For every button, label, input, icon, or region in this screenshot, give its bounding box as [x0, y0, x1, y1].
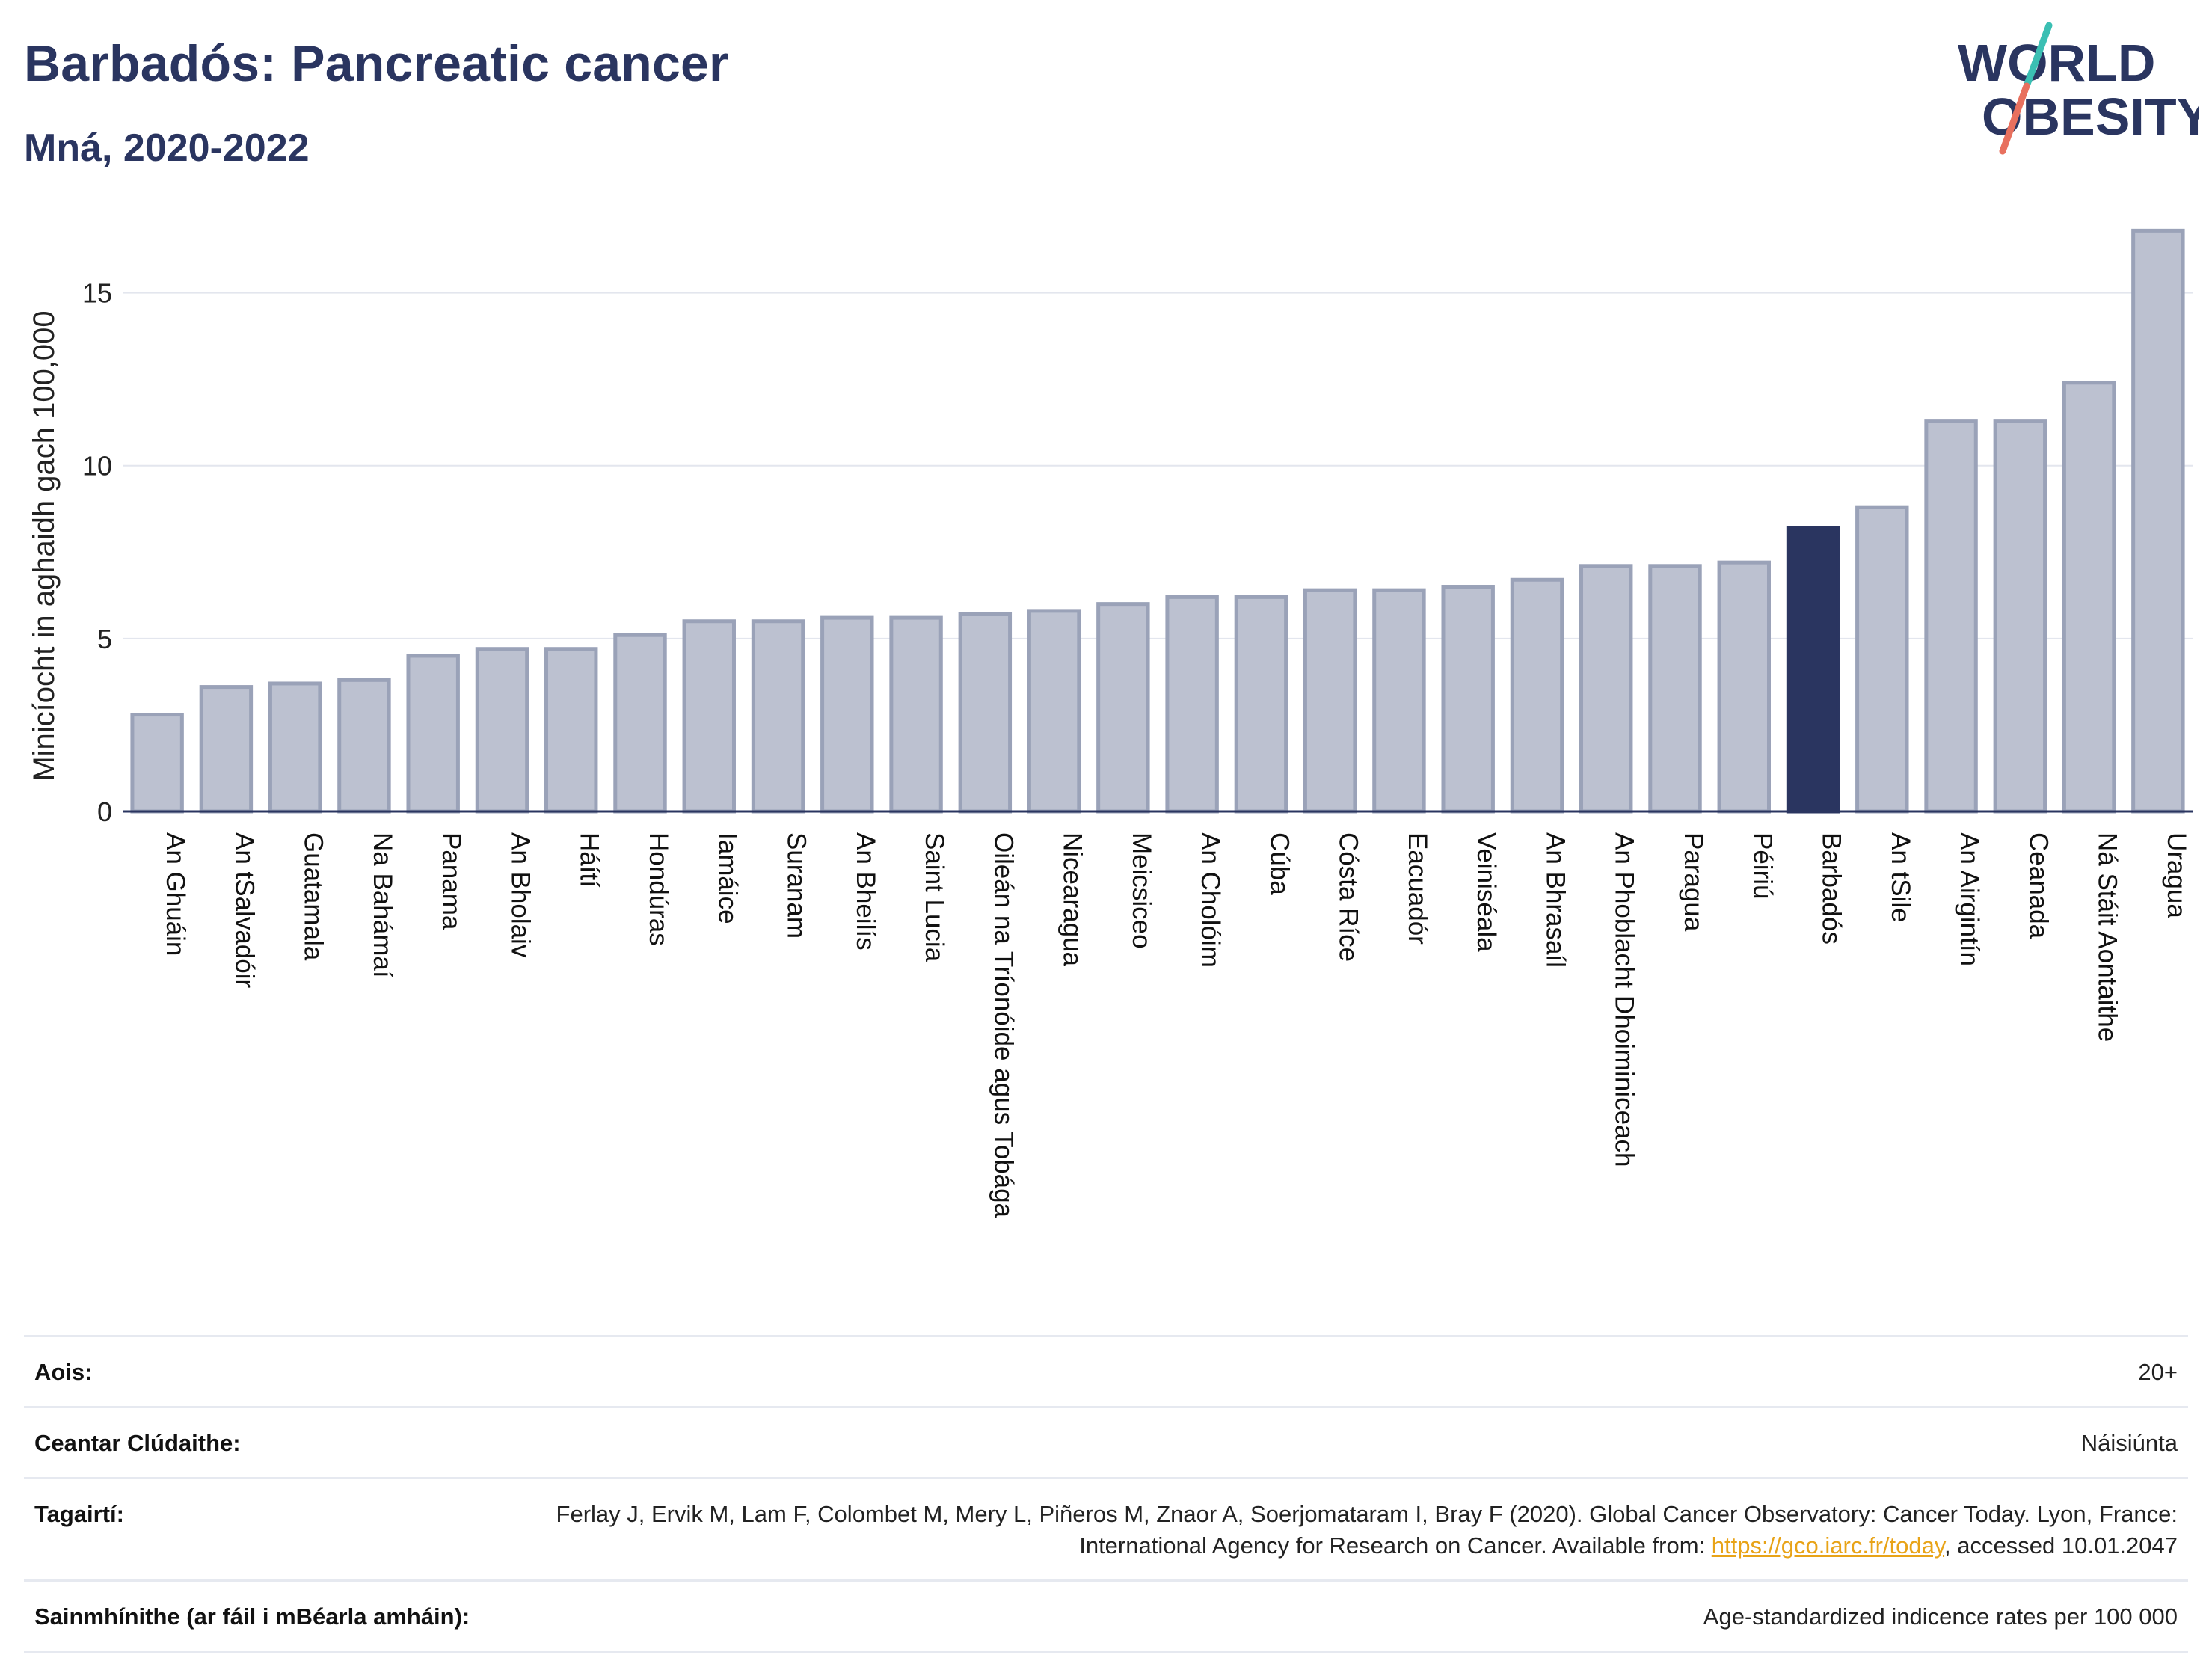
x-tick-label: Saint Lucia — [920, 832, 949, 962]
bar-guatamala — [268, 681, 322, 814]
bar-veinis-ala — [1441, 585, 1495, 814]
meta-row-definitions: Sainmhínithe (ar fáil i mBéarla amháin):… — [24, 1579, 2188, 1653]
coverage-value: Náisiúnta — [2080, 1430, 2178, 1456]
x-tick-label: Ceanada — [2024, 832, 2053, 939]
x-tick-labels: An Ghuáin An tSalvadóir Guatamala Na Baháma… — [161, 832, 2191, 1218]
x-tick-label: An Airgintín — [1955, 832, 1984, 966]
x-tick-label: Guatamala — [299, 832, 328, 961]
x-tick-label: Cúba — [1265, 832, 1294, 895]
x-tick-label: An Bholaiv — [506, 832, 535, 958]
y-axis-label: Minicíocht in aghaidh gach 100,000 — [28, 310, 61, 781]
bar-iam-ice — [682, 619, 736, 814]
bar-n-st-it-aontaithe — [2062, 381, 2116, 814]
bar-an-airgint-n — [1924, 419, 1978, 814]
x-tick-label: An tSile — [1886, 832, 1915, 923]
bar-barbad-s — [1786, 526, 1840, 814]
bar-ceanada — [1993, 419, 2047, 814]
x-tick-label: Cósta Ríce — [1334, 832, 1363, 962]
x-tick-label: Háítí — [575, 832, 604, 888]
references-text: Ferlay J, Ervik M, Lam F, Colombet M, Me… — [556, 1501, 2178, 1559]
x-tick-label: Uragua — [2162, 832, 2191, 918]
grid-lines — [123, 292, 2193, 639]
references-link[interactable]: https://gco.iarc.fr/today — [1711, 1532, 1945, 1559]
world-obesity-logo: WORLD OBESITY — [1958, 22, 2199, 155]
bar-suranam — [751, 619, 805, 814]
x-tick-label: Nicearagua — [1058, 832, 1087, 967]
bar-paragua — [1648, 564, 1702, 814]
x-tick-label: Eacuadór — [1403, 832, 1432, 945]
bar-oile-n-na-tr-on-ide-agus-tob-ga — [958, 612, 1013, 814]
x-tick-label: An Bheilís — [851, 832, 880, 951]
bar-an-phoblacht-dhoiminiceach — [1579, 564, 1633, 814]
bar-chart: 0 5 10 15 An Ghuáin An tSalvadóir Guatamala Na… — [28, 228, 2193, 1218]
bar-an-bholaiv — [475, 647, 529, 814]
bar-an-chol-im — [1165, 595, 1219, 814]
x-tick-label: Suranam — [782, 832, 811, 939]
x-tick-label: An Phoblacht Dhoiminiceach — [1610, 832, 1639, 1167]
y-tick-label: 15 — [82, 278, 112, 309]
logo-slash-top — [2023, 22, 2053, 90]
x-tick-label: Barbadós — [1817, 832, 1846, 945]
x-tick-label: Panama — [437, 832, 466, 930]
bar-saint-lucia — [889, 615, 943, 814]
bars — [130, 228, 2185, 814]
y-tick-label: 5 — [97, 624, 112, 654]
x-tick-label: An Bhrasaíl — [1540, 832, 1570, 968]
bar-an-ghu-in — [130, 713, 184, 814]
bar-nicearagua — [1027, 609, 1081, 814]
bar-uragua — [2131, 228, 2185, 814]
bar-h-t- — [544, 647, 598, 814]
definitions-value: Age-standardized indicence rates per 100… — [1703, 1603, 2178, 1630]
x-tick-label: Na Bahámaí — [368, 832, 397, 978]
bar-c-sta-r-ce — [1303, 588, 1357, 814]
y-tick-labels: 0 5 10 15 — [82, 278, 112, 827]
x-tick-label: Veiniséala — [1472, 832, 1501, 952]
x-tick-label: Ná Stáit Aontaithe — [2093, 832, 2122, 1042]
bar-p-iri- — [1717, 560, 1771, 814]
bar-an-bheil-s — [820, 615, 874, 814]
x-tick-label: Hondúras — [644, 832, 673, 946]
x-tick-label: Paragua — [1679, 832, 1708, 932]
meta-row-age: Aois: 20+ — [24, 1335, 2188, 1406]
x-tick-label: Iamáice — [713, 832, 742, 924]
references-value: Ferlay J, Ervik M, Lam F, Colombet M, Me… — [458, 1499, 2178, 1562]
x-tick-label: An Cholóim — [1196, 832, 1225, 968]
chart-subtitle: Mná, 2020-2022 — [24, 126, 310, 170]
y-tick-label: 10 — [82, 451, 112, 482]
bar-an-tsile — [1855, 505, 1909, 814]
bar-eacuad-r — [1372, 588, 1426, 814]
metadata-table: Aois: 20+ Ceantar Clúdaithe: Náisiúnta T… — [24, 1335, 2188, 1653]
bar-an-tsalvad-ir — [199, 685, 254, 814]
age-value: 20+ — [2138, 1359, 2178, 1385]
bar-hond-ras — [613, 633, 667, 814]
x-tick-label: Péiriú — [1748, 832, 1777, 899]
chart-title: Barbadós: Pancreatic cancer — [24, 35, 729, 92]
meta-row-references: Tagairtí: Ferlay J, Ervik M, Lam F, Colo… — [24, 1477, 2188, 1579]
coverage-label: Ceantar Clúdaithe: — [34, 1430, 241, 1456]
meta-row-coverage: Ceantar Clúdaithe: Náisiúnta — [24, 1406, 2188, 1477]
references-accessed: , accessed 10.01.2047 — [1944, 1532, 2178, 1559]
age-label: Aois: — [34, 1359, 93, 1385]
y-tick-label: 0 — [97, 796, 112, 827]
logo-word-world: WORLD — [1958, 34, 2155, 92]
references-label: Tagairtí: — [34, 1501, 124, 1527]
bar-panama — [406, 654, 460, 814]
x-tick-label: Oileán na Tríonóide agus Tobága — [989, 832, 1018, 1218]
bar-c-ba — [1234, 595, 1288, 814]
x-tick-label: An Ghuáin — [161, 832, 190, 956]
bar-meicsiceo — [1096, 602, 1150, 814]
x-tick-label: An tSalvadóir — [230, 832, 259, 989]
logo-slash-bottom — [1999, 82, 2030, 155]
bar-an-bhrasa-l — [1510, 577, 1564, 814]
x-tick-label: Meicsiceo — [1127, 832, 1156, 949]
bar-na-bah-ma- — [337, 678, 391, 814]
definitions-label: Sainmhínithe (ar fáil i mBéarla amháin): — [34, 1603, 470, 1630]
